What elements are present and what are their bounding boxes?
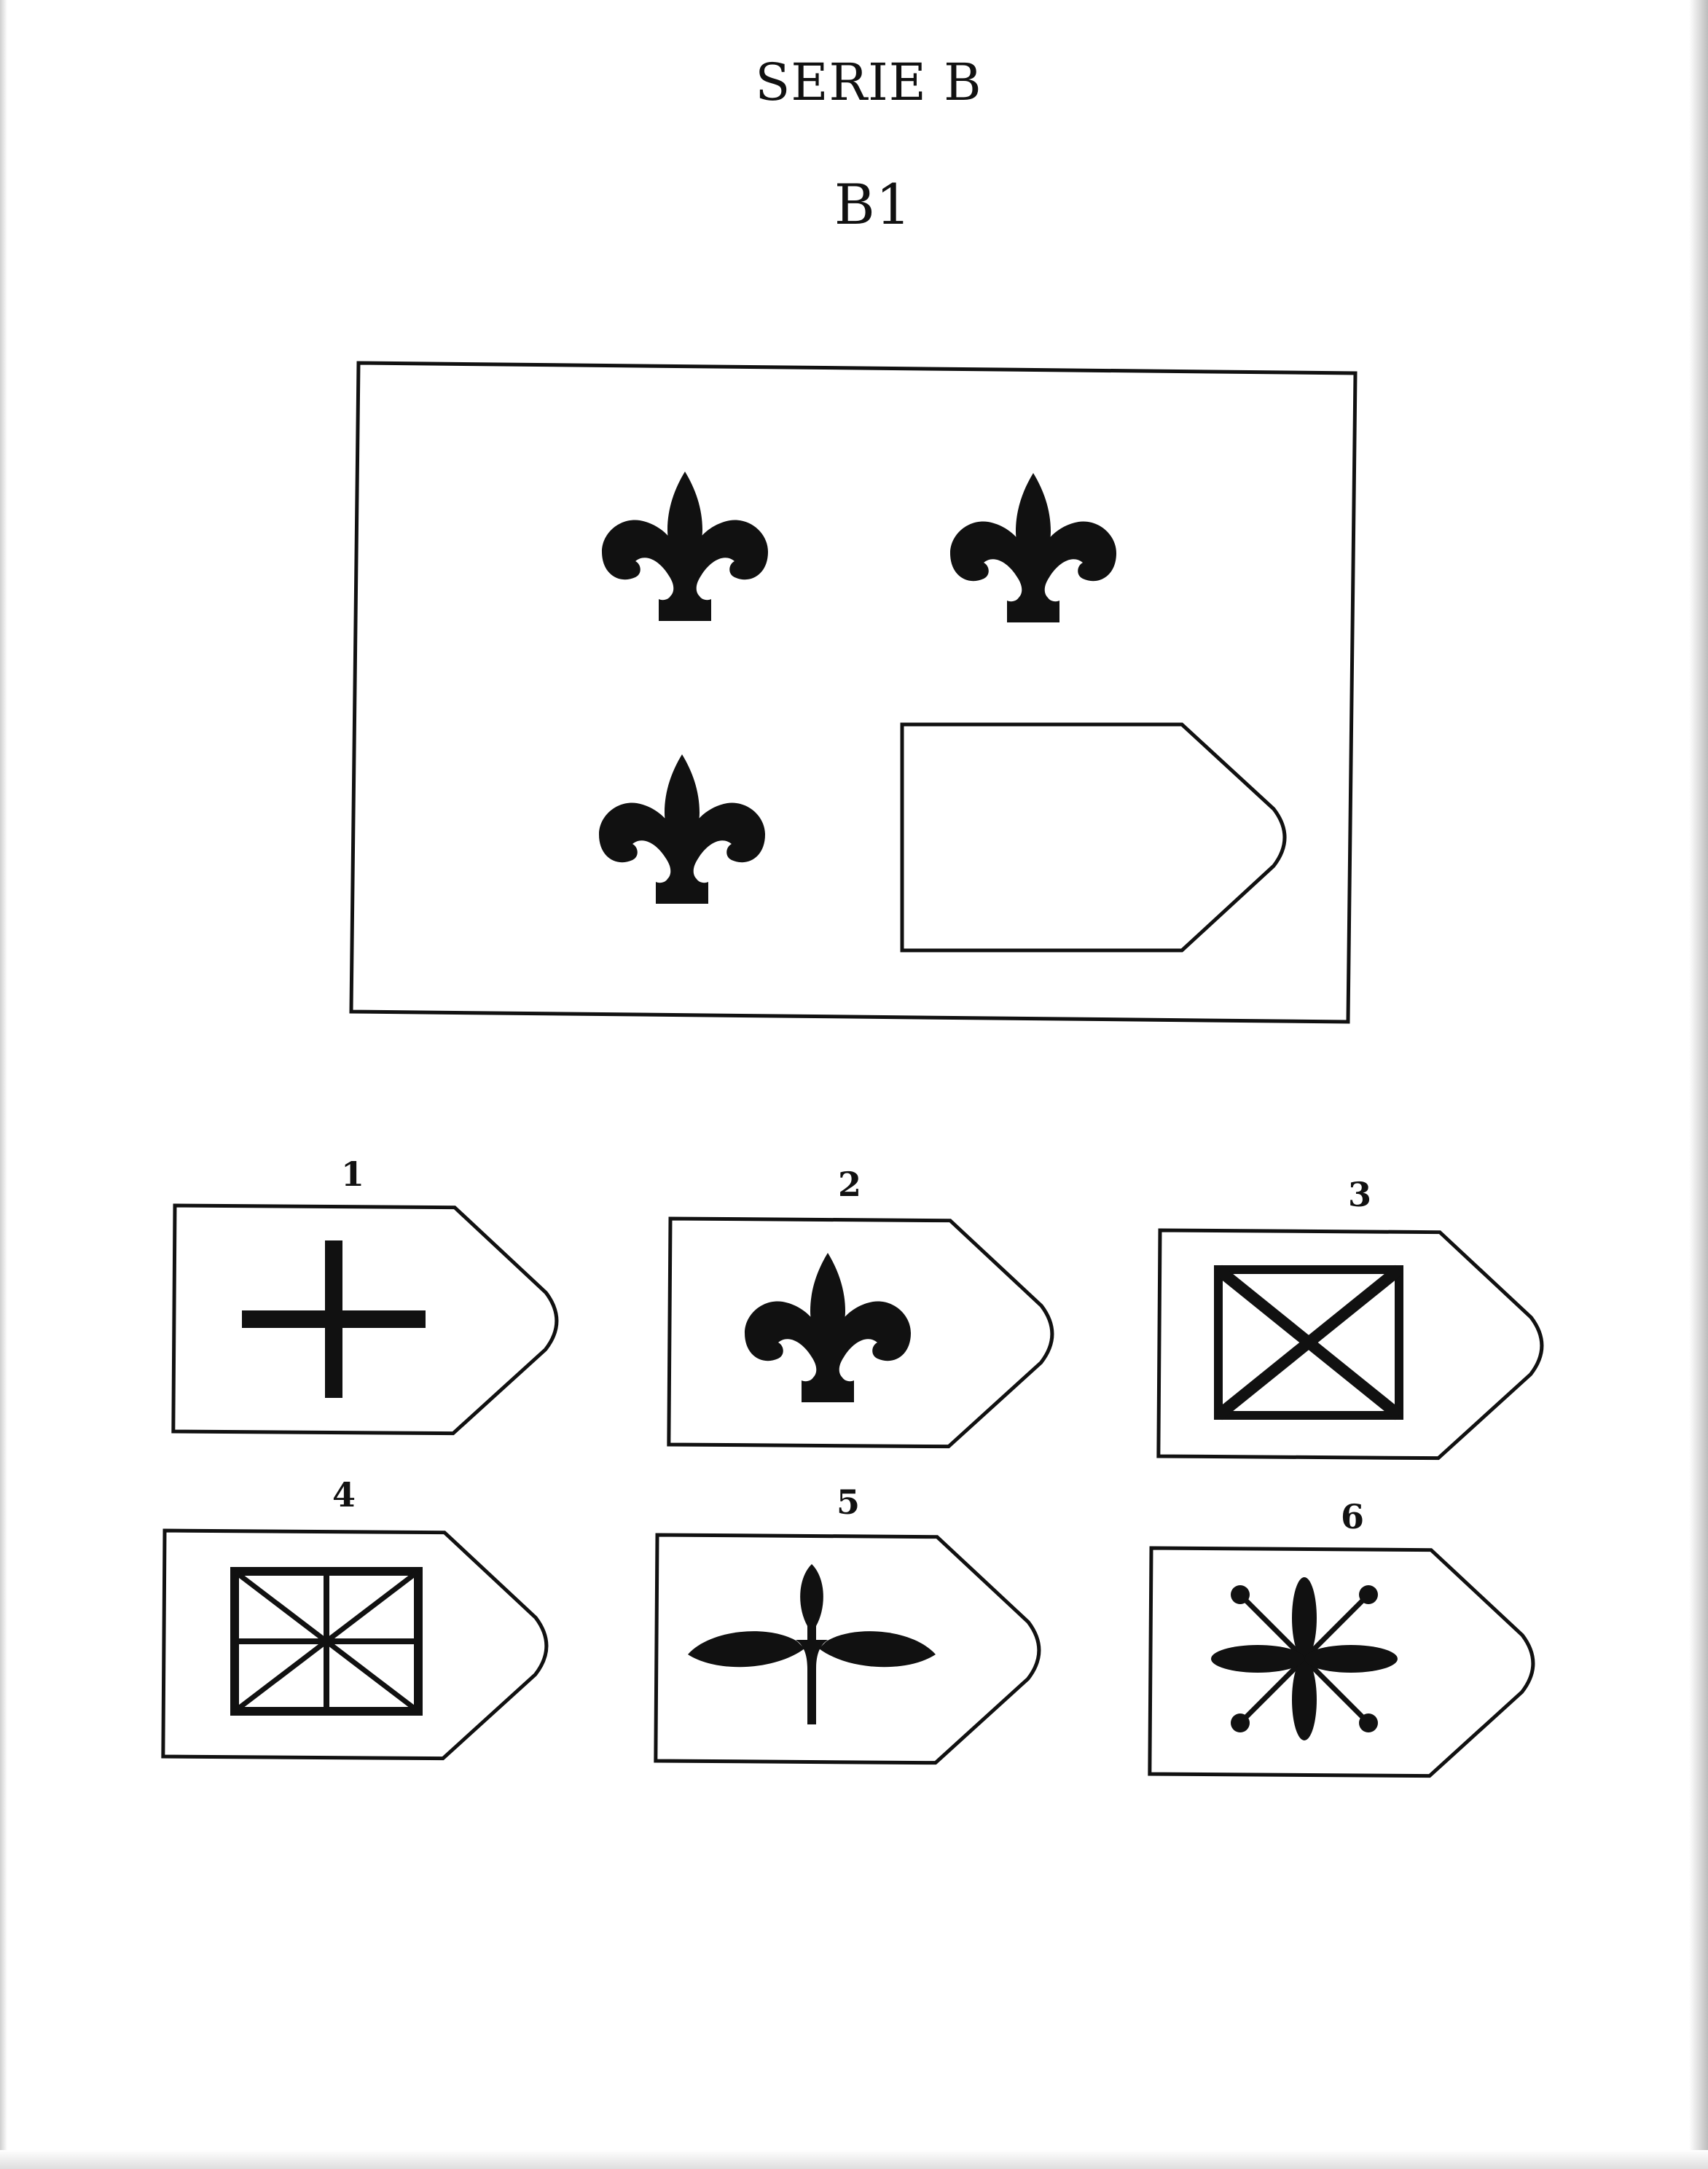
page-edge-left	[0, 0, 7, 2169]
option-4-number: 4	[332, 1475, 356, 1515]
page-edge-bottom	[0, 2150, 1708, 2169]
cross-icon	[242, 1240, 426, 1398]
series-title: SERIE B	[755, 52, 982, 112]
boxed-x-icon	[1214, 1265, 1403, 1420]
option-6-number: 6	[1340, 1497, 1364, 1536]
option-5-number: 5	[836, 1482, 860, 1522]
problem-matrix	[349, 361, 1358, 1024]
item-title: B1	[834, 172, 912, 237]
page-edge-right	[1689, 0, 1708, 2169]
option-5[interactable]	[656, 1535, 1040, 1764]
option-4[interactable]	[163, 1531, 547, 1759]
option-3-number: 3	[1347, 1175, 1371, 1214]
option-1-number: 1	[340, 1154, 364, 1194]
option-4-card	[163, 1531, 547, 1759]
three-leaf-sprout-icon	[688, 1564, 936, 1724]
option-6[interactable]	[1150, 1548, 1534, 1777]
union-jack-icon	[230, 1567, 423, 1716]
option-1[interactable]	[173, 1205, 557, 1434]
option-2-number: 2	[837, 1165, 861, 1204]
option-3[interactable]	[1159, 1230, 1543, 1459]
option-2[interactable]	[669, 1219, 1053, 1447]
four-petal-flower-icon	[1211, 1577, 1398, 1740]
